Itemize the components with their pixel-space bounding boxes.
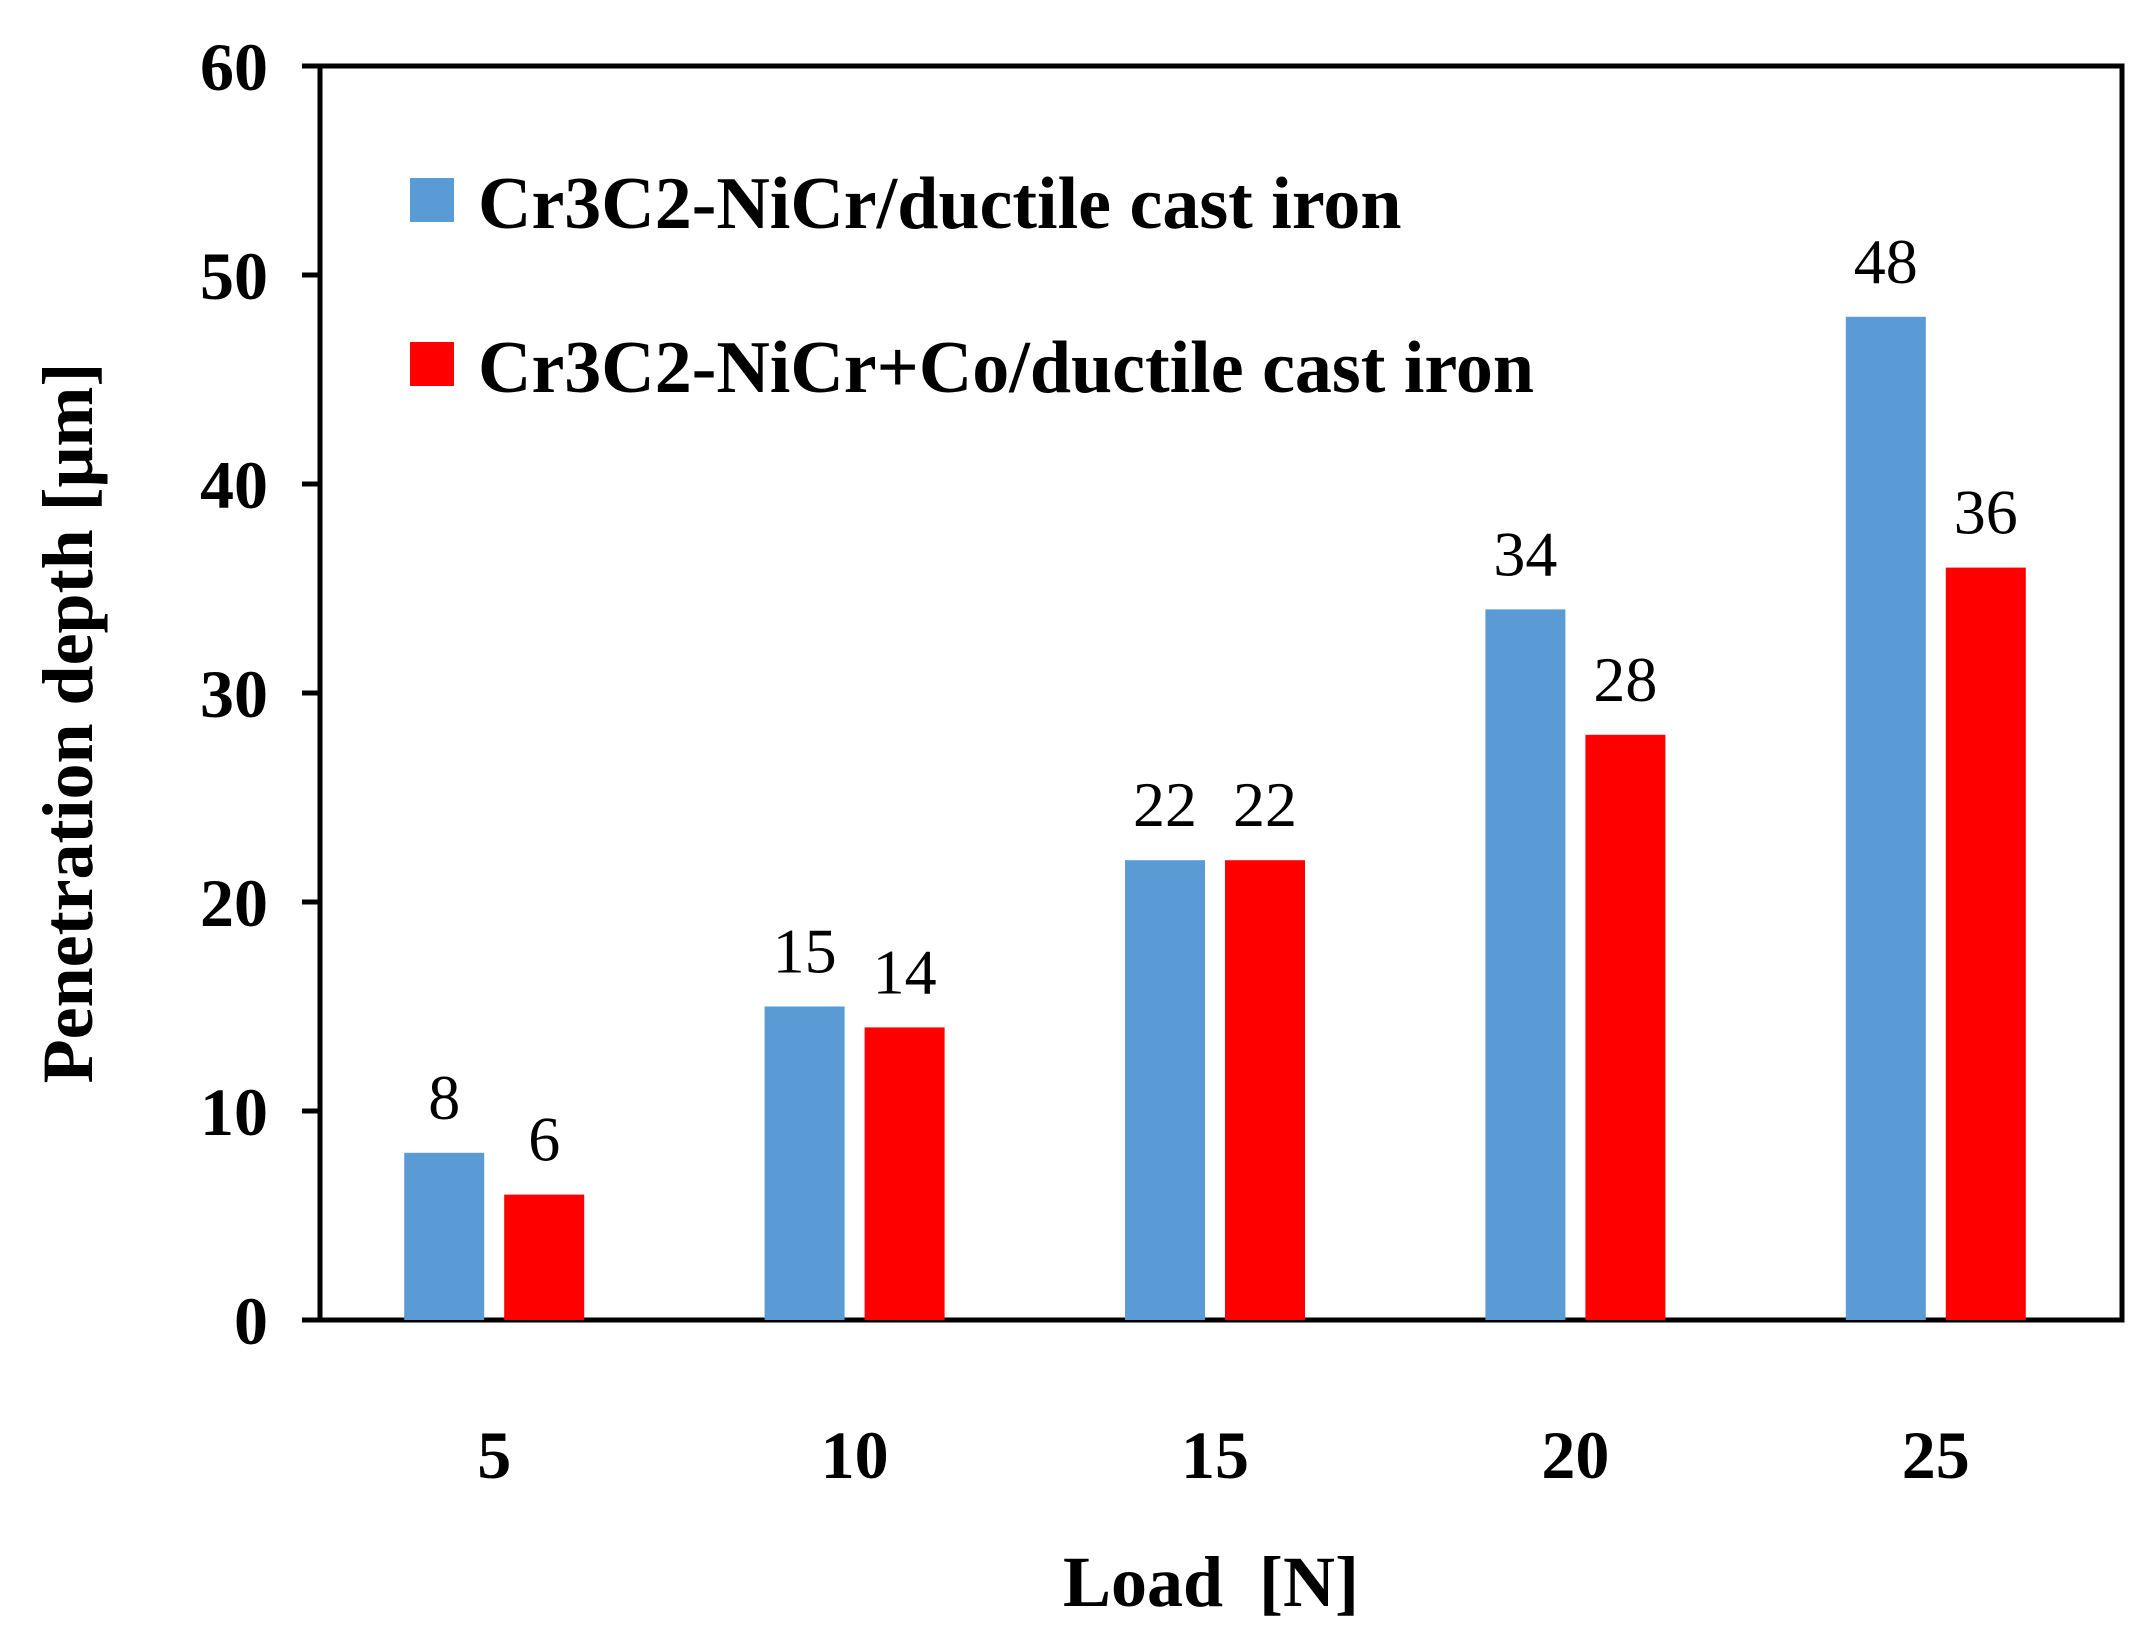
bar <box>504 1194 585 1320</box>
bar-value-label: 6 <box>528 1104 560 1175</box>
bar-value-label: 28 <box>1593 644 1657 715</box>
bar <box>1845 316 1926 1320</box>
legend-label-series-2: Cr3C2-NiCr+Co/ductile cast iron <box>478 327 1534 409</box>
legend-swatch-series-1 <box>410 178 454 222</box>
bar-value-label: 22 <box>1133 769 1197 840</box>
y-tick-label: 10 <box>200 1074 268 1150</box>
bar-value-label: 14 <box>873 936 937 1007</box>
bar <box>1945 567 2026 1320</box>
x-tick-label: 15 <box>1181 1417 1249 1493</box>
x-axis-title: Load [N] <box>1063 1542 1359 1622</box>
bar-value-label: 22 <box>1233 769 1297 840</box>
bar-value-label: 48 <box>1854 226 1918 297</box>
y-tick-label: 50 <box>200 238 268 314</box>
y-tick-label: 20 <box>200 865 268 941</box>
bar-value-label: 34 <box>1493 518 1557 589</box>
data-labels: 86 15 14 22 22 34 28 48 36 <box>428 226 2018 1175</box>
bar <box>764 1006 845 1320</box>
bar-value-label: 36 <box>1954 477 2018 548</box>
legend: Cr3C2-NiCr/ductile cast iron Cr3C2-NiCr+… <box>410 163 1534 409</box>
x-tick-label: 10 <box>821 1417 889 1493</box>
y-tick-label: 60 <box>200 29 268 105</box>
x-tick-label: 20 <box>1541 1417 1609 1493</box>
bar <box>1125 860 1205 1320</box>
legend-label-series-1: Cr3C2-NiCr/ductile cast iron <box>478 163 1401 245</box>
bar <box>1485 609 1566 1320</box>
bar-value-label: 15 <box>773 916 837 987</box>
legend-swatch-series-2 <box>410 342 454 386</box>
y-tick-label: 30 <box>200 656 268 732</box>
x-tick-label: 25 <box>1902 1417 1970 1493</box>
bar <box>1225 860 1305 1320</box>
y-tick-label: 40 <box>200 447 268 523</box>
y-axis: 0 10 20 30 40 50 60 <box>200 29 320 1359</box>
x-axis: 5 10 15 20 25 <box>477 1417 1970 1493</box>
bar-series <box>404 316 2026 1320</box>
bar <box>864 1027 945 1320</box>
bar <box>404 1152 485 1320</box>
bar-value-label: 8 <box>428 1062 460 1133</box>
x-tick-label: 5 <box>477 1417 511 1493</box>
bar <box>1585 734 1666 1320</box>
y-axis-title: Penetration depth [μm] <box>28 363 108 1084</box>
y-tick-label: 0 <box>234 1283 268 1359</box>
